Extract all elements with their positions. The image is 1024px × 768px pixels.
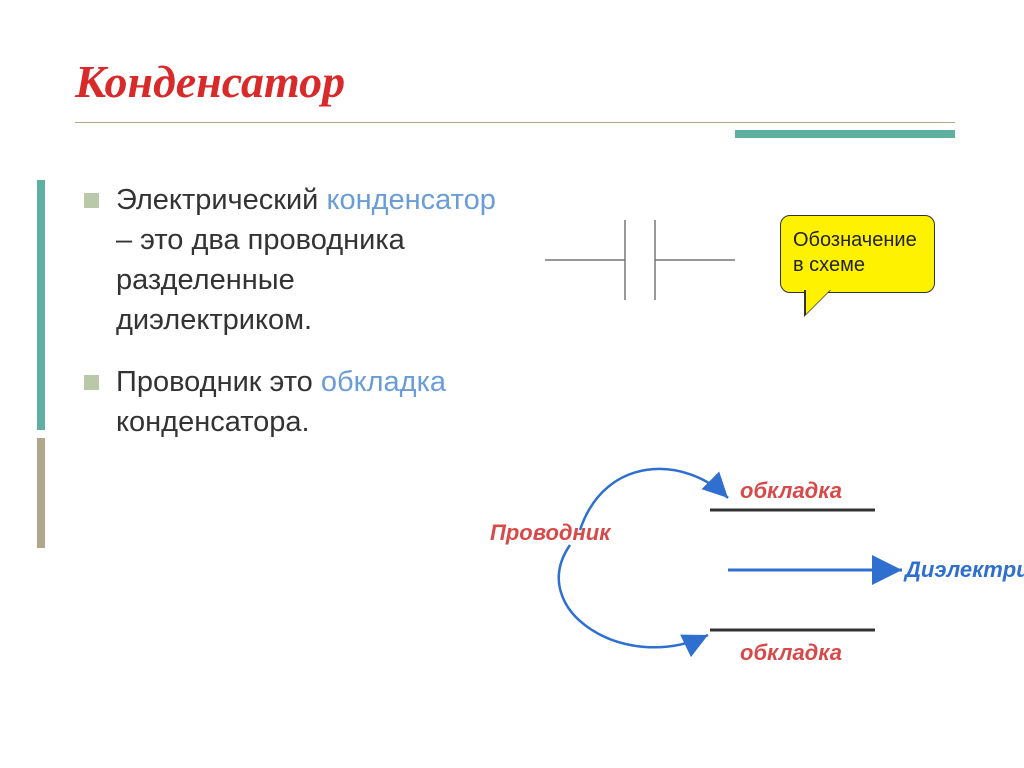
- underline-thick: [735, 130, 955, 138]
- page-title: Конденсатор: [75, 55, 955, 108]
- body-text: Электрический конденсатор – это два пров…: [78, 180, 498, 464]
- bullet-2-rest: конденсатора.: [116, 406, 310, 438]
- bullet-2-prefix: Проводник это: [116, 366, 321, 398]
- bullet-2: Проводник это обкладка конденсатора.: [78, 362, 498, 442]
- bullet-1: Электрический конденсатор – это два пров…: [78, 180, 498, 340]
- bullet-list: Электрический конденсатор – это два пров…: [78, 180, 498, 442]
- label-obkladka-bot-text: обкладка: [740, 640, 842, 665]
- label-provodnik: Проводник: [490, 520, 610, 546]
- label-obkladka-top: обкладка: [740, 478, 842, 504]
- bullet-1-rest: – это два проводника разделенные диэлект…: [116, 224, 405, 336]
- title-underline: [75, 122, 955, 134]
- bullet-1-prefix: Электрический: [116, 184, 326, 216]
- label-obkladka-top-text: обкладка: [740, 478, 842, 503]
- left-accent-bars: [0, 180, 45, 560]
- underline-thin: [75, 122, 955, 123]
- label-dielektrik: Диэлектрик: [905, 557, 1024, 583]
- capacitor-symbol: [535, 200, 745, 320]
- slide: Конденсатор Электрический конденсатор – …: [0, 0, 1024, 768]
- accent-bar-tan: [37, 438, 45, 548]
- bullet-1-keyword: конденсатор: [326, 184, 495, 216]
- label-obkladka-bot: обкладка: [740, 640, 842, 666]
- callout-box: Обозначение в схеме: [780, 215, 935, 293]
- accent-bar-teal: [37, 180, 45, 430]
- title-area: Конденсатор: [75, 55, 955, 134]
- label-dielektrik-text: Диэлектрик: [905, 557, 1024, 582]
- label-provodnik-text: Проводник: [490, 520, 610, 545]
- bullet-2-keyword: обкладка: [321, 366, 446, 398]
- callout-text: Обозначение в схеме: [793, 229, 917, 276]
